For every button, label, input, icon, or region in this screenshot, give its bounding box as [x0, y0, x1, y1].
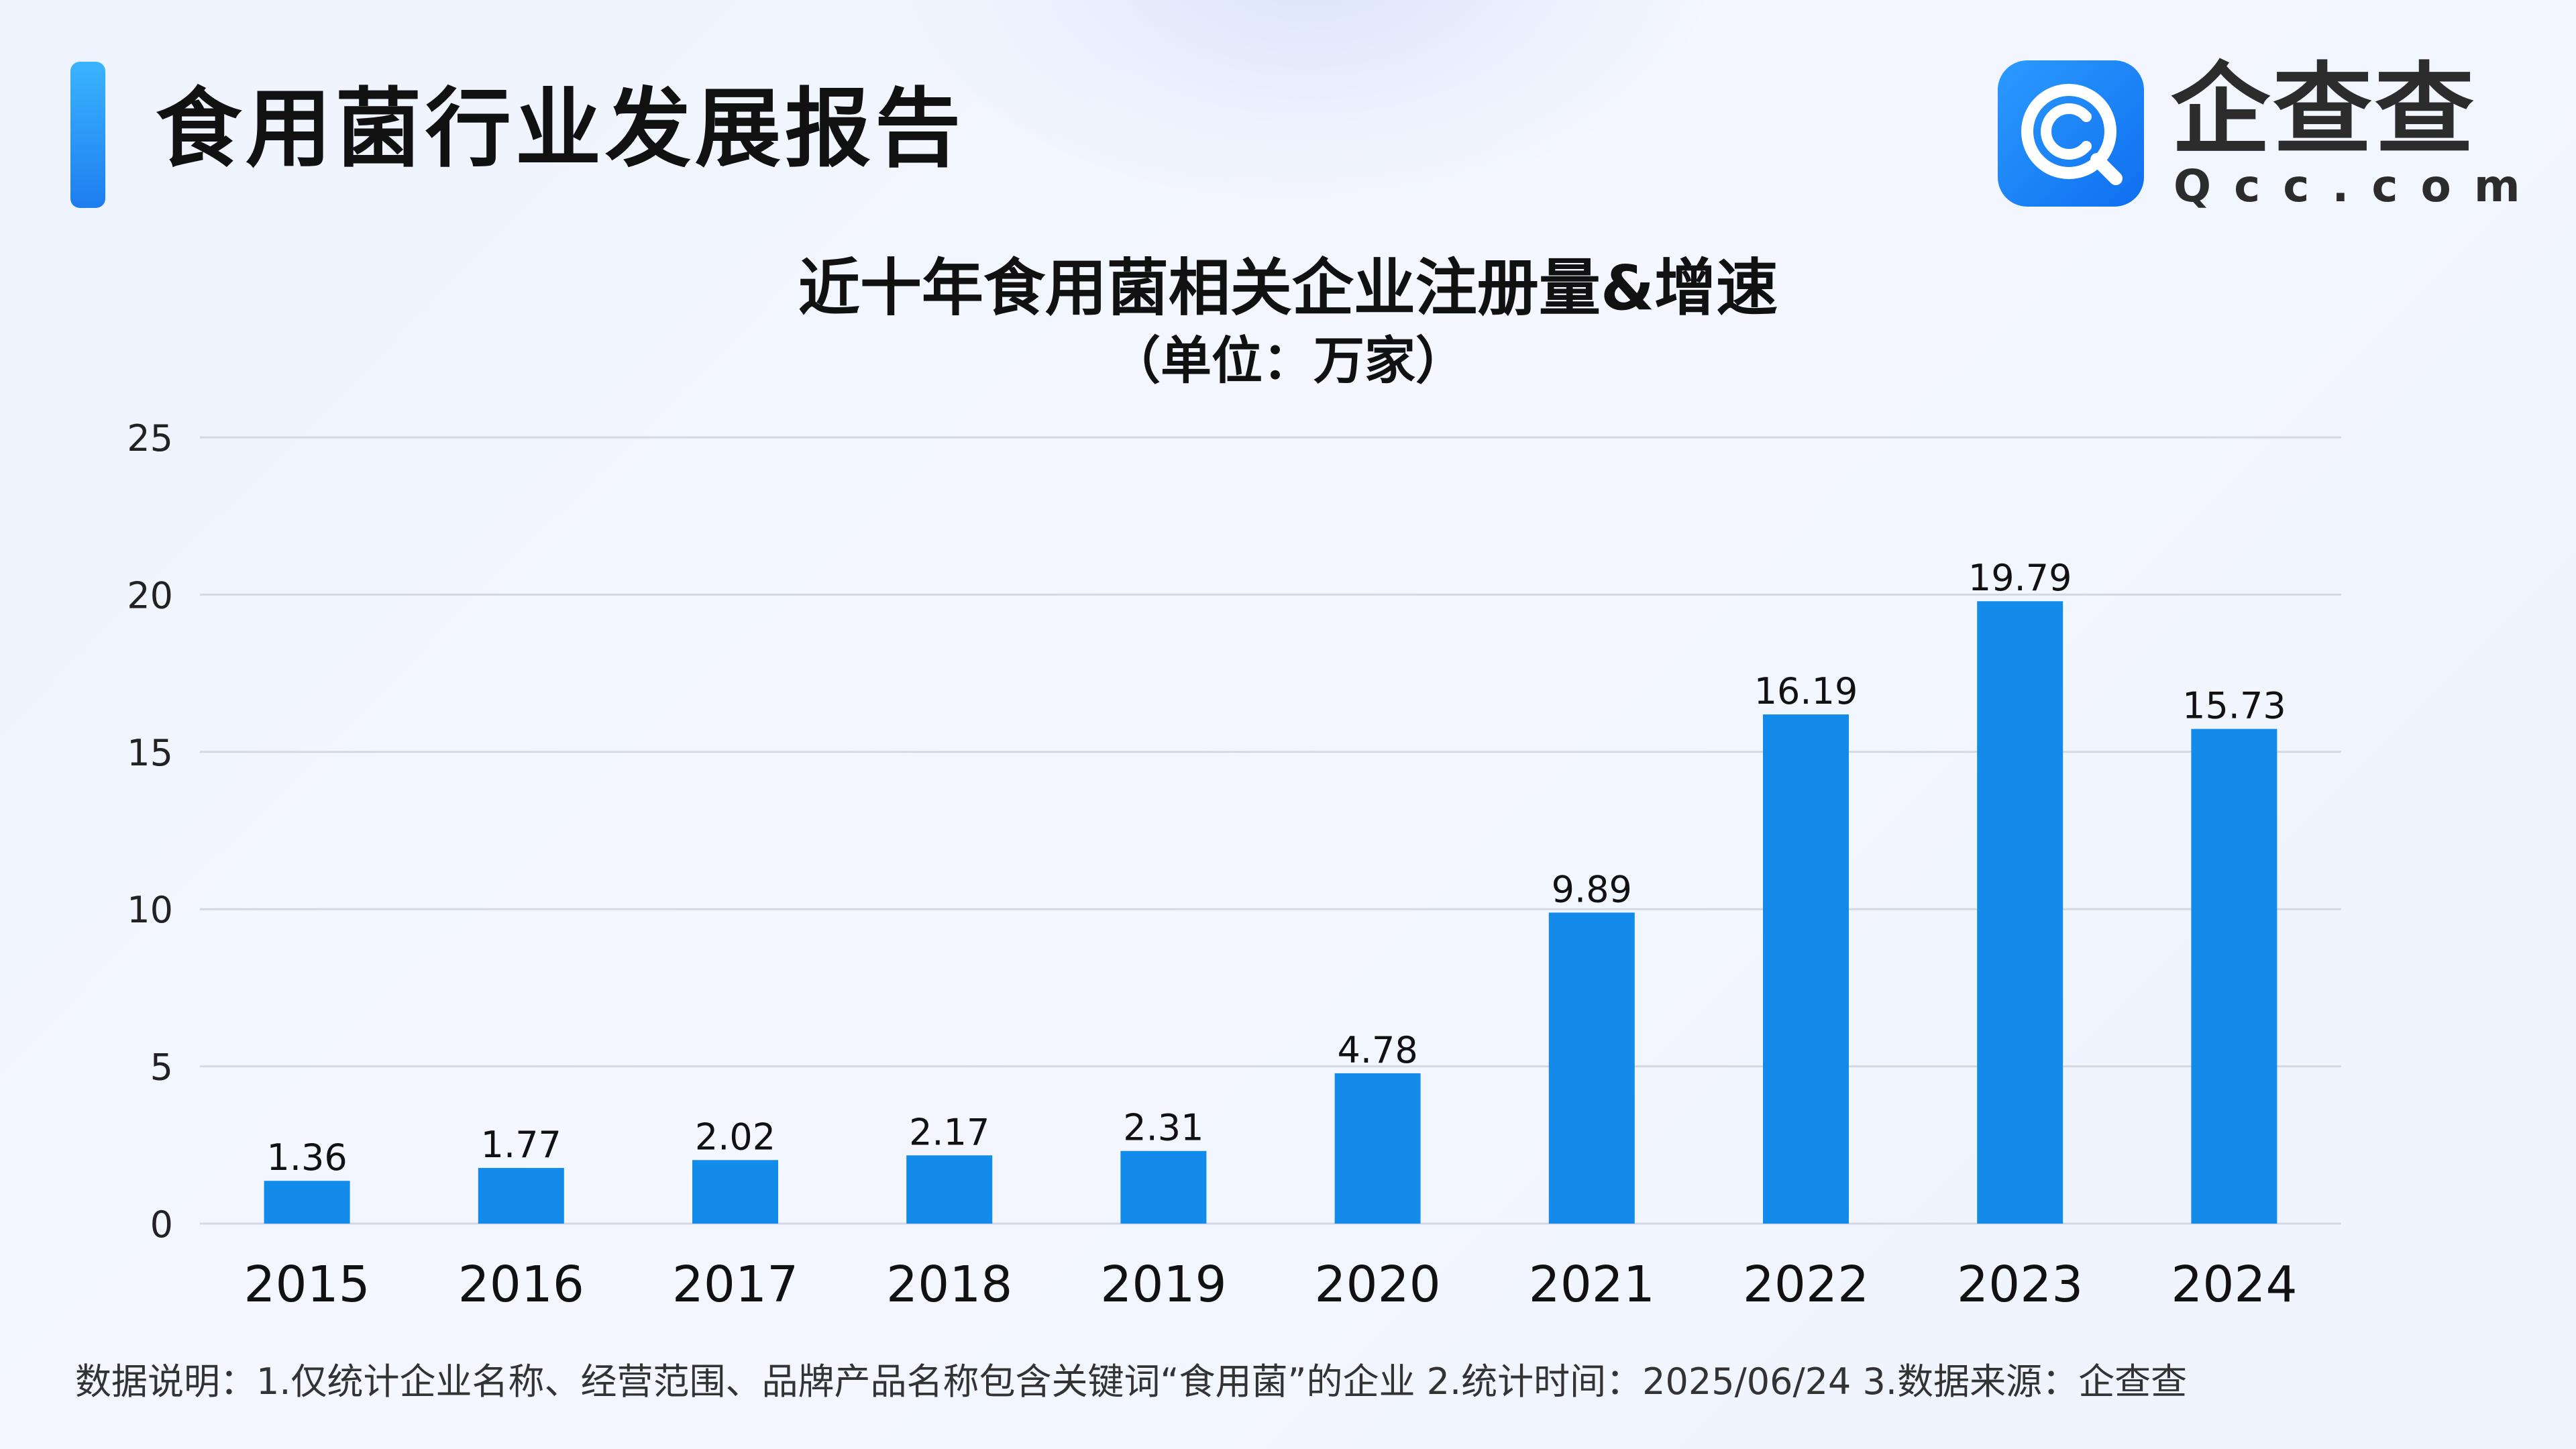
data-label: 1.36 [266, 1136, 347, 1179]
logo-text-cn: 企查查 [2171, 52, 2477, 168]
y-tick-label: 5 [150, 1046, 173, 1089]
bar [1763, 714, 1849, 1224]
x-tick-label: 2021 [1529, 1256, 1655, 1313]
y-tick-label: 10 [127, 889, 173, 931]
data-footnote: 数据说明：1.仅统计企业名称、经营范围、品牌产品名称包含关键词“食用菌”的企业 … [75, 1360, 2188, 1403]
bar [1334, 1073, 1421, 1224]
data-label: 2.31 [1123, 1107, 1203, 1149]
x-tick-label: 2016 [458, 1256, 584, 1313]
bar [478, 1168, 564, 1224]
data-label: 9.89 [1552, 868, 1632, 910]
bar-chart: 0 5 10 15 20 25 1.36 2015 1.77 2016 2.02 2017 2.17 20… [127, 417, 2341, 1313]
x-tick-label: 2024 [2171, 1256, 2297, 1313]
y-tick-label: 15 [127, 732, 173, 774]
bar [1120, 1150, 1207, 1224]
bar [1977, 601, 2063, 1224]
data-label: 16.19 [1754, 670, 1858, 712]
x-tick-label: 2023 [1957, 1256, 2083, 1313]
chart-subtitle: （单位：万家） [1110, 331, 1466, 390]
x-tick-label: 2019 [1100, 1256, 1226, 1313]
data-label: 15.73 [2182, 685, 2286, 727]
x-tick-label: 2017 [672, 1256, 798, 1313]
bar [264, 1181, 350, 1224]
x-tick-label: 2020 [1314, 1256, 1440, 1313]
chart-title: 近十年食用菌相关企业注册量&增速 [798, 252, 1778, 324]
y-tick-label: 0 [150, 1203, 173, 1246]
qcc-logo-icon [1998, 60, 2144, 207]
data-label: 2.17 [909, 1111, 989, 1153]
data-label: 2.02 [695, 1116, 775, 1158]
bar [906, 1155, 993, 1224]
logo-text-en: Qcc.com [2174, 160, 2543, 212]
data-label: 19.79 [1968, 557, 2072, 599]
bar [1548, 912, 1635, 1224]
qcc-logo: 企查查 Qcc.com [1998, 56, 2520, 215]
y-tick-label: 20 [127, 574, 173, 616]
y-tick-label: 25 [127, 417, 173, 460]
page-title: 食用菌行业发展报告 [156, 79, 965, 179]
bar [2191, 729, 2277, 1224]
data-label: 1.77 [481, 1124, 561, 1166]
x-tick-label: 2022 [1743, 1256, 1869, 1313]
title-accent-bar [70, 62, 105, 208]
x-tick-label: 2015 [244, 1256, 370, 1313]
bar [692, 1160, 778, 1224]
x-tick-label: 2018 [886, 1256, 1012, 1313]
data-label: 4.78 [1337, 1029, 1417, 1071]
